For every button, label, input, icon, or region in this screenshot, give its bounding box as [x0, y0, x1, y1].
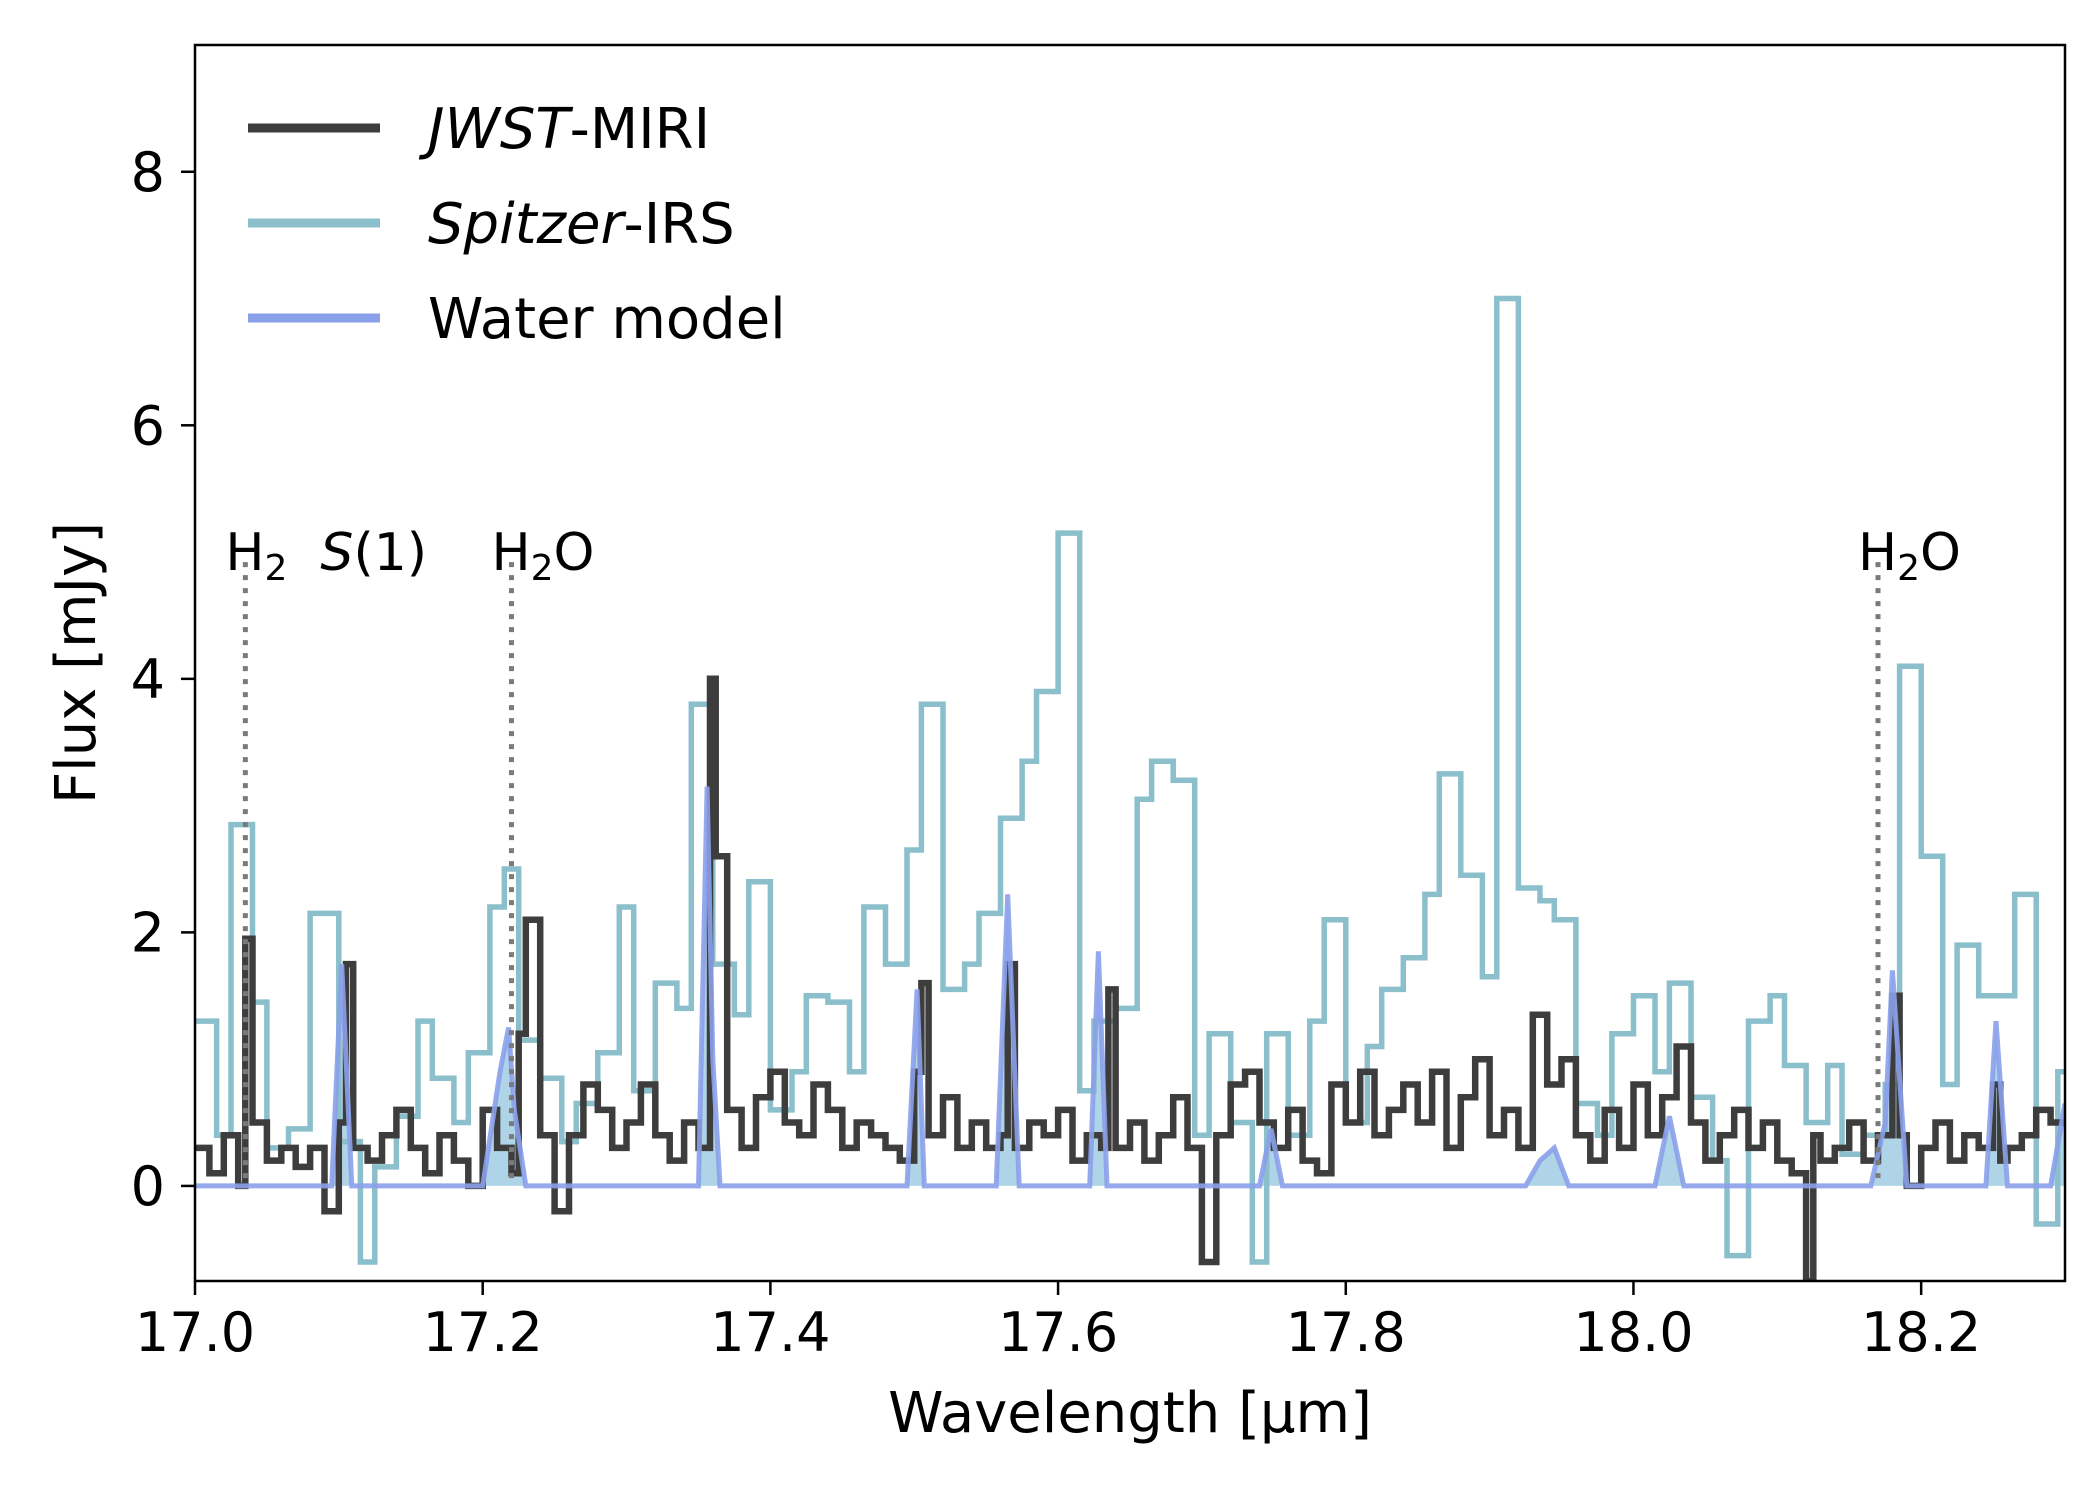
legend-label-jwst: JWST-MIRI — [418, 97, 710, 162]
line-label-h2o-a: H2O — [491, 523, 594, 589]
legend-label-water: Water model — [428, 287, 786, 352]
x-tick-label: 17.4 — [710, 1301, 830, 1364]
label-base: H — [225, 523, 264, 583]
line-label-h2s1: H2 S(1) — [225, 523, 427, 589]
y-tick-label: 2 — [131, 901, 165, 964]
label-base: H — [491, 523, 530, 583]
label-after: O — [1920, 523, 1961, 583]
legend-rest: -MIRI — [570, 97, 710, 162]
legend-label-spitzer: Spitzer-IRS — [428, 192, 735, 257]
x-tick-label: 17.6 — [998, 1301, 1118, 1364]
label-subscript: 2 — [264, 548, 287, 589]
label-after — [287, 523, 320, 583]
line-label-h2o-b: H2O — [1858, 523, 1961, 589]
y-tick-label: 8 — [131, 141, 165, 204]
x-tick-label: 17.0 — [135, 1301, 255, 1364]
y-tick-label: 6 — [131, 394, 165, 457]
label-after: O — [553, 523, 594, 583]
label-subscript: 2 — [531, 548, 554, 589]
legend-rest: Water model — [428, 287, 786, 352]
jwst-miri-series — [195, 675, 2065, 1281]
label-base: H — [1858, 523, 1897, 583]
label-subscript: 2 — [1897, 548, 1920, 589]
legend-italic: Spitzer — [428, 192, 626, 257]
x-tick-label: 17.8 — [1286, 1301, 1406, 1364]
legend-italic: JWST — [418, 97, 573, 162]
x-axis-label: Wavelength [μm] — [888, 1381, 1372, 1446]
y-axis: 0 2 4 6 8 — [131, 141, 195, 1218]
x-tick-label: 17.2 — [423, 1301, 543, 1364]
legend: JWST-MIRI Spitzer-IRS Water model — [248, 97, 786, 352]
x-tick-label: 18.2 — [1861, 1301, 1981, 1364]
label-italic: S — [320, 523, 353, 583]
x-tick-label: 18.0 — [1573, 1301, 1693, 1364]
annotation-layer: H2 S(1) H2O H2O — [225, 523, 1961, 1186]
y-tick-label: 0 — [131, 1155, 165, 1218]
legend-rest: -IRS — [623, 192, 734, 257]
label-tail: (1) — [353, 523, 427, 583]
y-axis-label: Flux [mJy] — [44, 522, 109, 804]
x-axis: 17.0 17.2 17.4 17.6 17.8 18.0 18.2 — [135, 1281, 1981, 1364]
y-tick-label: 4 — [131, 648, 165, 711]
plot-area-frame — [193, 43, 2067, 1283]
